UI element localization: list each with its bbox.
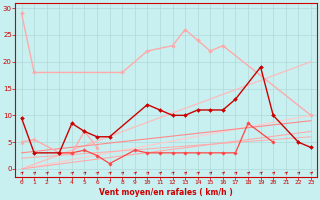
X-axis label: Vent moyen/en rafales ( km/h ): Vent moyen/en rafales ( km/h ): [100, 188, 233, 197]
